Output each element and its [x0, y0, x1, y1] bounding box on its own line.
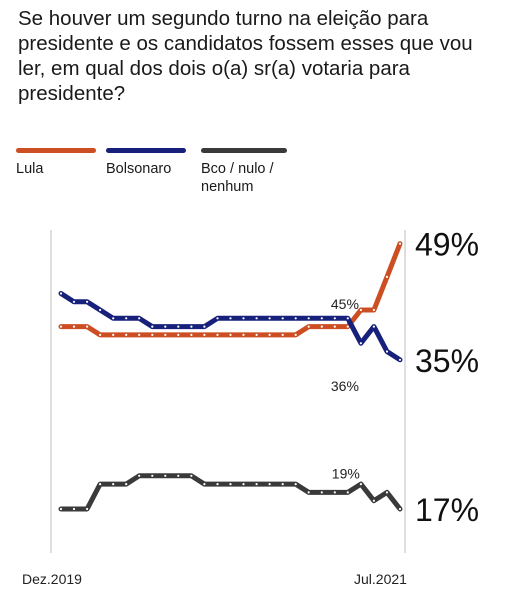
- data-point-bolsonaro: [372, 325, 375, 328]
- legend-swatch-lula: [16, 148, 96, 153]
- data-point-bco: [72, 507, 76, 511]
- data-point-bco: [385, 491, 389, 494]
- data-point-bolsonaro: [138, 317, 141, 320]
- data-point-bolsonaro: [346, 317, 349, 320]
- data-point-lula: [112, 333, 115, 336]
- data-point-bco: [203, 483, 206, 486]
- data-point-bolsonaro: [164, 325, 167, 328]
- data-point-bolsonaro: [333, 317, 336, 320]
- data-point-bco: [307, 491, 310, 494]
- data-point-bco: [281, 483, 284, 486]
- data-point-bco: [242, 483, 245, 486]
- annotation-label: 45%: [331, 296, 359, 312]
- data-point-bolsonaro: [72, 300, 76, 303]
- data-point-bco: [138, 474, 141, 477]
- data-point-bco: [359, 483, 362, 486]
- data-point-bolsonaro: [281, 317, 284, 320]
- data-point-bco: [320, 491, 323, 494]
- data-point-lula: [242, 333, 245, 336]
- data-point-bco: [398, 507, 402, 511]
- data-point-lula: [307, 325, 310, 328]
- data-point-lula: [294, 333, 297, 336]
- data-point-bco: [333, 491, 336, 494]
- data-point-lula: [190, 333, 193, 336]
- data-point-lula: [86, 325, 89, 328]
- data-point-bolsonaro: [268, 317, 271, 320]
- data-point-lula: [59, 325, 63, 328]
- data-point-bolsonaro: [190, 325, 193, 328]
- data-point-lula: [216, 333, 219, 336]
- legend-label-bco: Bco / nulo / nenhum: [201, 161, 274, 195]
- data-point-bco: [59, 507, 63, 511]
- legend-label-bolsonaro: Bolsonaro: [106, 161, 172, 177]
- data-point-bco: [346, 491, 349, 494]
- data-point-lula: [268, 333, 271, 336]
- data-point-bolsonaro: [242, 317, 245, 320]
- data-point-bco: [372, 499, 375, 502]
- data-point-lula: [281, 333, 284, 336]
- data-point-lula: [320, 325, 323, 328]
- data-point-lula: [346, 325, 349, 328]
- end-label-bolsonaro: 35%: [415, 343, 479, 379]
- data-point-bolsonaro: [255, 317, 258, 320]
- data-point-bolsonaro: [177, 325, 180, 328]
- data-point-bolsonaro: [294, 317, 297, 320]
- data-point-bolsonaro: [59, 292, 63, 295]
- data-point-lula: [125, 333, 128, 336]
- data-point-bco: [255, 483, 258, 486]
- end-label-bco: 17%: [415, 492, 479, 528]
- data-point-bolsonaro: [112, 317, 115, 320]
- annotation-label: 36%: [331, 378, 359, 394]
- chart-title: Se houver um segundo turno na eleição pa…: [18, 7, 473, 105]
- data-point-lula: [333, 325, 336, 328]
- data-point-lula: [398, 242, 402, 245]
- data-point-bco: [99, 483, 102, 486]
- data-point-bolsonaro: [99, 308, 102, 312]
- legend-swatch-bolsonaro: [106, 148, 186, 153]
- data-point-bolsonaro: [229, 317, 232, 320]
- data-point-bolsonaro: [307, 317, 310, 320]
- data-point-bco: [112, 483, 115, 486]
- legend: Lula Bolsonaro Bco / nulo / nenhum: [0, 148, 513, 208]
- x-tick-label-end: Jul.2021: [354, 571, 407, 587]
- data-point-bco: [86, 507, 89, 511]
- data-point-bolsonaro: [359, 342, 362, 345]
- data-point-bolsonaro: [125, 317, 128, 320]
- data-point-bolsonaro: [385, 350, 389, 353]
- data-point-bco: [190, 474, 193, 477]
- data-point-lula: [99, 333, 102, 336]
- data-point-lula: [385, 275, 389, 278]
- data-point-bolsonaro: [203, 325, 206, 328]
- x-tick-label-start: Dez.2019: [22, 571, 82, 587]
- data-point-bco: [177, 474, 180, 477]
- data-point-lula: [138, 333, 141, 336]
- data-point-bco: [229, 483, 232, 486]
- data-point-bco: [164, 474, 167, 477]
- data-point-lula: [164, 333, 167, 336]
- data-point-lula: [72, 325, 76, 328]
- annotation-label: 19%: [332, 465, 360, 481]
- data-point-lula: [372, 308, 375, 312]
- data-point-bolsonaro: [320, 317, 323, 320]
- legend-swatch-bco: [201, 148, 287, 153]
- legend-label-lula: Lula: [16, 161, 44, 177]
- data-point-bco: [151, 474, 154, 477]
- data-point-bolsonaro: [86, 300, 89, 303]
- data-point-lula: [229, 333, 232, 336]
- data-point-lula: [177, 333, 180, 336]
- data-point-lula: [255, 333, 258, 336]
- data-point-bco: [294, 483, 297, 486]
- data-point-lula: [151, 333, 154, 336]
- data-point-bolsonaro: [398, 358, 402, 361]
- data-point-bco: [125, 483, 128, 486]
- data-point-bco: [268, 483, 271, 486]
- end-label-lula: 49%: [415, 227, 479, 263]
- data-point-bolsonaro: [216, 317, 219, 320]
- data-point-lula: [203, 333, 206, 336]
- data-point-bolsonaro: [151, 325, 154, 328]
- data-point-lula: [359, 308, 362, 312]
- data-point-bco: [216, 483, 219, 486]
